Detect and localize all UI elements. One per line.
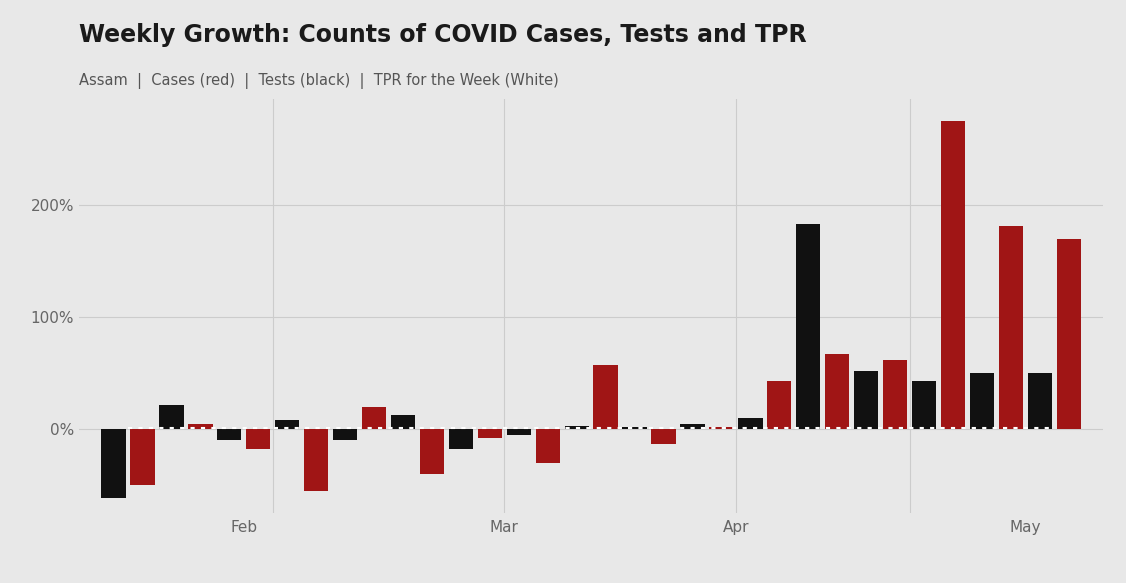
Bar bbox=[217, 429, 241, 440]
Bar bbox=[739, 418, 762, 429]
Bar bbox=[361, 407, 386, 429]
Bar bbox=[564, 426, 589, 429]
Text: Mar: Mar bbox=[490, 520, 519, 535]
Bar bbox=[101, 429, 126, 498]
Bar bbox=[999, 226, 1024, 429]
Bar bbox=[159, 405, 184, 429]
Bar bbox=[304, 429, 329, 491]
Bar bbox=[941, 121, 965, 429]
Bar bbox=[883, 360, 908, 429]
Text: Weekly Growth: Counts of COVID Cases, Tests and TPR: Weekly Growth: Counts of COVID Cases, Te… bbox=[79, 23, 806, 47]
Bar bbox=[536, 429, 560, 463]
Bar bbox=[507, 429, 531, 435]
Bar bbox=[796, 224, 821, 429]
Bar bbox=[651, 429, 676, 444]
Bar bbox=[275, 420, 300, 429]
Bar bbox=[1028, 373, 1052, 429]
Text: May: May bbox=[1010, 520, 1042, 535]
Bar bbox=[912, 381, 936, 429]
Bar bbox=[593, 366, 618, 429]
Bar bbox=[767, 381, 792, 429]
Text: Assam  |  Cases (red)  |  Tests (black)  |  TPR for the Week (White): Assam | Cases (red) | Tests (black) | TP… bbox=[79, 73, 558, 89]
Text: Feb: Feb bbox=[230, 520, 258, 535]
Bar bbox=[623, 427, 646, 429]
Bar bbox=[391, 415, 415, 429]
Bar bbox=[449, 429, 473, 449]
Bar bbox=[969, 373, 994, 429]
Text: Apr: Apr bbox=[723, 520, 749, 535]
Bar bbox=[680, 423, 705, 429]
Bar bbox=[709, 427, 733, 429]
Bar bbox=[477, 429, 502, 438]
Bar bbox=[825, 354, 849, 429]
Bar bbox=[333, 429, 357, 440]
Bar bbox=[1056, 239, 1081, 429]
Bar bbox=[420, 429, 444, 474]
Bar bbox=[131, 429, 154, 485]
Bar bbox=[188, 423, 213, 429]
Bar bbox=[854, 371, 878, 429]
Bar bbox=[247, 429, 270, 449]
